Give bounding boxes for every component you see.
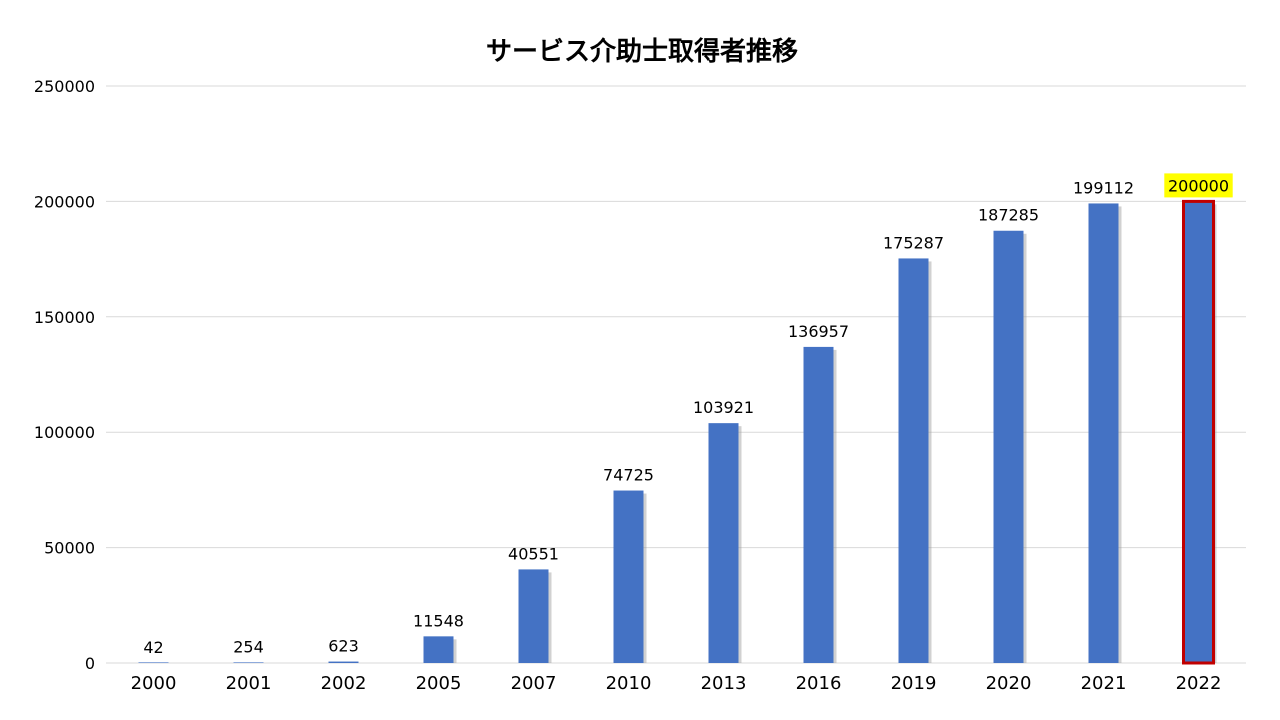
data-label-2022: 200000 bbox=[1168, 176, 1229, 195]
data-labels: 42 254 623 11548 40551 74725 103921 136957 17528… bbox=[143, 173, 1233, 657]
x-axis-ticks: 2000 2001 2002 2005 2007 2010 2013 2016 2019 2020… bbox=[131, 673, 1222, 694]
data-label-2005: 11548 bbox=[413, 611, 464, 630]
data-label-2002: 623 bbox=[328, 637, 359, 656]
bar-2013 bbox=[708, 423, 739, 663]
bar-2016 bbox=[803, 346, 834, 663]
y-tick-label: 250000 bbox=[34, 77, 95, 96]
x-tick-label: 2000 bbox=[131, 673, 177, 694]
highlight-label-background bbox=[1164, 173, 1233, 198]
x-tick-label: 2022 bbox=[1176, 673, 1222, 694]
data-label-2000: 42 bbox=[143, 638, 163, 657]
data-label-2020: 187285 bbox=[978, 206, 1039, 225]
bar-2002 bbox=[328, 661, 359, 663]
y-axis-ticks: 0 50000 100000 150000 200000 250000 bbox=[34, 77, 95, 673]
x-tick-label: 2021 bbox=[1081, 673, 1127, 694]
y-tick-label: 50000 bbox=[44, 539, 95, 558]
x-tick-label: 2005 bbox=[416, 673, 462, 694]
bar-2007 bbox=[518, 569, 549, 663]
data-label-2001: 254 bbox=[233, 637, 264, 656]
x-tick-label: 2002 bbox=[321, 673, 367, 694]
data-label-2016: 136957 bbox=[788, 322, 849, 341]
data-label-2021: 199112 bbox=[1073, 178, 1134, 197]
data-label-2010: 74725 bbox=[603, 466, 654, 485]
bar-2000 bbox=[138, 662, 169, 663]
x-tick-label: 2016 bbox=[796, 673, 842, 694]
bar-2020 bbox=[993, 230, 1024, 663]
gridlines bbox=[106, 85, 1246, 664]
x-tick-label: 2007 bbox=[511, 673, 557, 694]
y-tick-label: 0 bbox=[85, 654, 95, 673]
bars bbox=[138, 199, 1217, 665]
data-label-2013: 103921 bbox=[693, 398, 754, 417]
bar-2022 bbox=[1182, 199, 1215, 665]
bar-2021 bbox=[1088, 203, 1119, 663]
x-tick-label: 2001 bbox=[226, 673, 272, 694]
bar-2010 bbox=[613, 490, 644, 663]
x-tick-label: 2013 bbox=[701, 673, 747, 694]
x-tick-label: 2010 bbox=[606, 673, 652, 694]
bar-2005 bbox=[423, 636, 454, 663]
y-tick-label: 200000 bbox=[34, 192, 95, 211]
x-tick-label: 2020 bbox=[986, 673, 1032, 694]
y-tick-label: 150000 bbox=[34, 308, 95, 327]
chart-title: サービス介助士取得者推移 bbox=[486, 37, 798, 67]
bar-2001 bbox=[233, 662, 264, 663]
data-label-2019: 175287 bbox=[883, 233, 944, 252]
data-label-2007: 40551 bbox=[508, 544, 559, 563]
bar-2019 bbox=[898, 258, 929, 663]
x-tick-label: 2019 bbox=[891, 673, 937, 694]
y-tick-label: 100000 bbox=[34, 423, 95, 442]
